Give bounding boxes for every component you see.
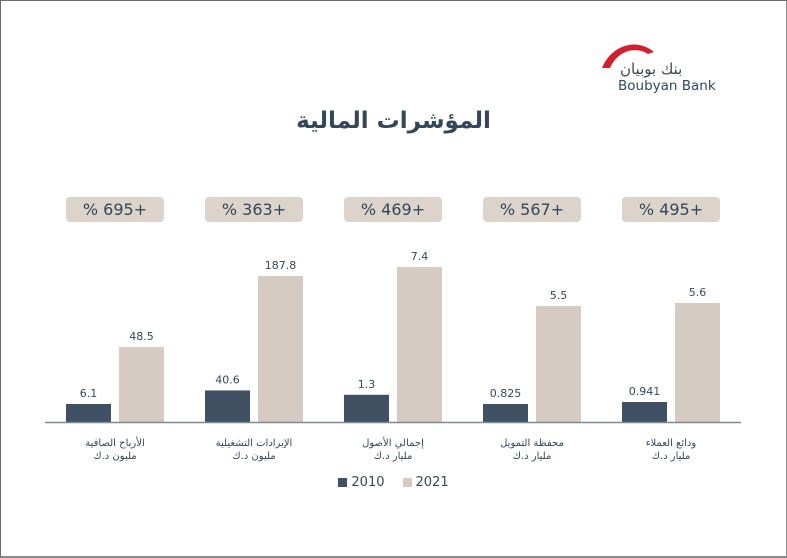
category-unit: مليار د.ك	[373, 451, 413, 462]
bar-2010	[205, 390, 250, 422]
growth-badge: % 567+	[483, 197, 581, 222]
page-title: المؤشرات المالية	[296, 108, 491, 134]
data-label: 187.8	[265, 259, 297, 272]
bar-2010	[622, 402, 667, 422]
brand-name-arabic: بنك بوبيان	[620, 60, 683, 78]
category-name: محفظة التمويل	[500, 438, 564, 449]
legend-label: 2010	[351, 475, 385, 490]
category-unit: مليون د.ك	[232, 451, 276, 462]
growth-badge: % 469+	[344, 197, 442, 222]
bar-2021	[397, 267, 442, 422]
brand-name-english: Boubyan Bank	[618, 78, 716, 94]
bar-2010	[344, 394, 389, 422]
legend-item-2021: 2021	[402, 475, 449, 490]
category-name: ودائع العملاء	[645, 438, 697, 449]
category-unit: مليار د.ك	[651, 451, 691, 462]
category-label: إجمالي الأصول مليار د.ك	[328, 437, 458, 463]
data-label: 7.4	[411, 250, 429, 263]
chart-legend: 2010 2021	[0, 475, 787, 490]
bar-2021	[258, 276, 303, 422]
category-label: محفظة التمويل مليار د.ك	[467, 437, 597, 463]
category-name: إجمالي الأصول	[362, 438, 424, 449]
bar-2010	[66, 404, 111, 422]
category-unit: مليون د.ك	[93, 451, 137, 462]
data-label: 5.6	[689, 286, 707, 299]
data-label: 1.3	[358, 378, 376, 391]
category-label: الإيرادات التشغيلية مليون د.ك	[189, 437, 319, 463]
category-label: الأرباح الصافية مليون د.ك	[50, 437, 180, 463]
legend-swatch-2021	[402, 478, 412, 487]
data-label: 6.1	[80, 387, 98, 400]
data-label: 48.5	[129, 330, 154, 343]
growth-badge: % 495+	[622, 197, 720, 222]
data-label: 5.5	[550, 289, 568, 302]
category-label: ودائع العملاء مليار د.ك	[606, 437, 736, 463]
data-label: 0.941	[629, 385, 661, 398]
growth-badge: % 695+	[66, 197, 164, 222]
bar-2021	[536, 306, 581, 422]
logo-arc-icon	[602, 44, 654, 68]
category-name: الأرباح الصافية	[85, 438, 145, 449]
bar-2010	[483, 404, 528, 422]
legend-item-2010: 2010	[338, 475, 385, 490]
bar-2021	[119, 347, 164, 422]
category-name: الإيرادات التشغيلية	[215, 438, 293, 449]
data-label: 40.6	[215, 373, 240, 386]
data-label: 0.825	[490, 387, 522, 400]
brand-logo: بنك بوبيان Boubyan Bank	[598, 38, 768, 98]
category-unit: مليار د.ك	[512, 451, 552, 462]
legend-swatch-2010	[338, 478, 348, 487]
bar-2021	[675, 303, 720, 422]
legend-label: 2021	[415, 475, 449, 490]
growth-badge: % 363+	[205, 197, 303, 222]
